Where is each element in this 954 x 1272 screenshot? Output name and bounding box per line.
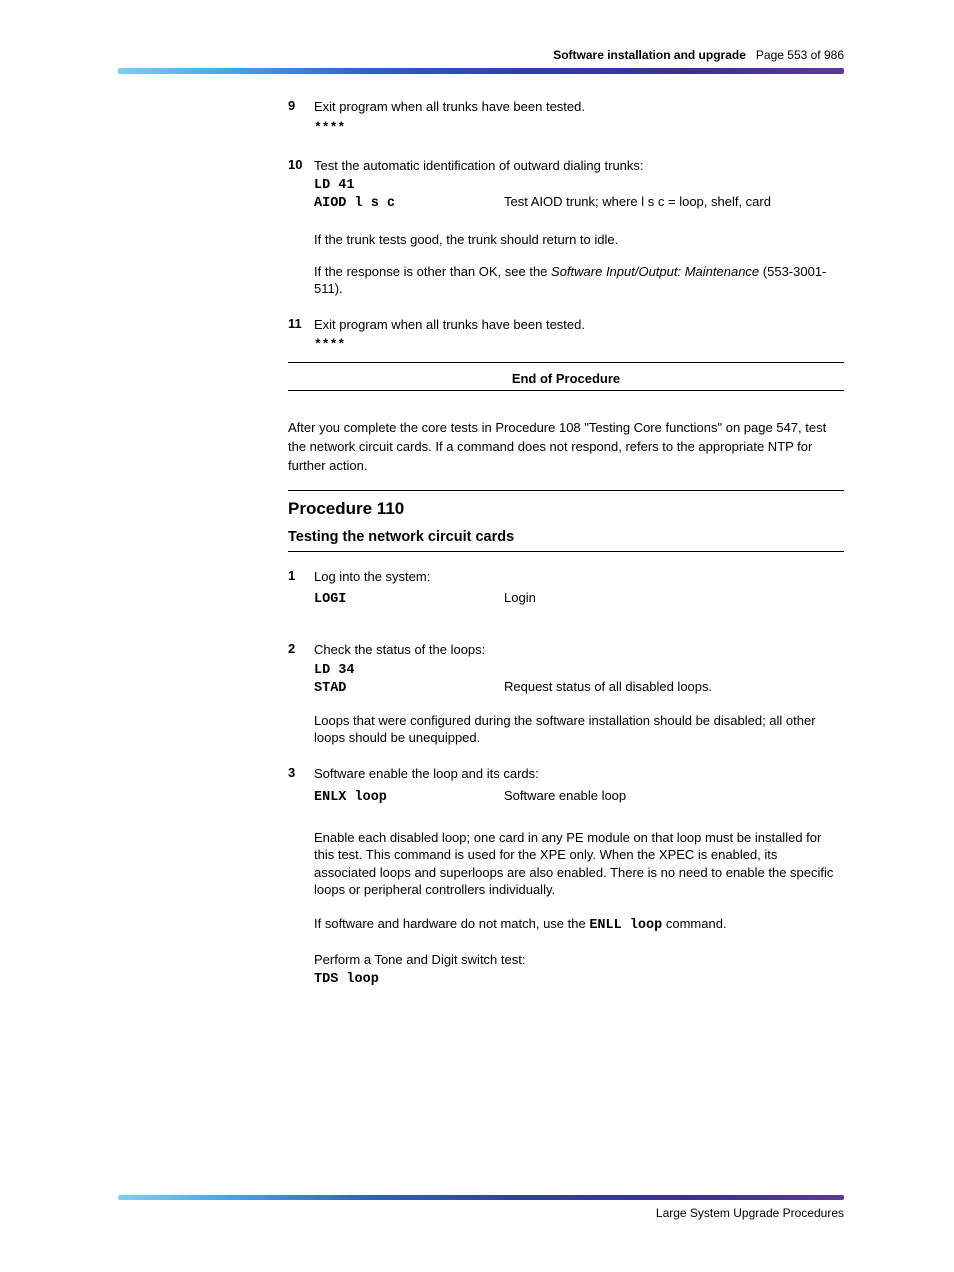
s1-desc: Login (504, 589, 840, 607)
running-header: Software installation and upgrade Page 5… (118, 48, 844, 62)
s3-num: 3 (288, 765, 295, 780)
step10-cmd2: AIOD l s c (314, 196, 504, 211)
divider-1 (288, 362, 844, 363)
s2-text: Check the status of the loops: (314, 639, 844, 661)
step10-desc: Test AIOD trunk; where l s c = loop, she… (504, 193, 840, 211)
page-footer: Large System Upgrade Procedures (118, 1195, 844, 1220)
s3-para3: Perform a Tone and Digit switch test: (314, 952, 525, 967)
s1-num: 1 (288, 568, 295, 583)
section-intro-para: After you complete the core tests in Pro… (288, 419, 844, 476)
header-title: Software installation and upgrade (553, 48, 746, 62)
s1-text: Log into the system: (314, 566, 844, 588)
step10-intro: Test the automatic identification of out… (314, 155, 844, 177)
step10-cmd1: LD 41 (314, 178, 504, 193)
s3-desc: Software enable loop (504, 787, 840, 805)
divider-3 (288, 490, 844, 491)
header-page: Page 553 of 986 (756, 48, 844, 62)
net-step-2: 2 Check the status of the loops: LD 34 S… (288, 639, 844, 749)
end-of-procedure: End of Procedure (288, 371, 844, 386)
divider-4 (288, 551, 844, 552)
step9-num: 9 (288, 98, 295, 113)
step11-text: Exit program when all trunks have been t… (314, 314, 844, 336)
s3-enll: ENLL loop (589, 918, 662, 933)
step10-good: If the trunk tests good, the trunk shoul… (314, 213, 844, 251)
s3-text: Software enable the loop and its cards: (314, 763, 844, 785)
step9-text: Exit program when all trunks have been t… (314, 96, 844, 118)
step-11: 11 Exit program when all trunks have bee… (288, 314, 844, 355)
s3-para2a: If software and hardware do not match, u… (314, 916, 589, 931)
s3-cmd: ENLX loop (314, 790, 504, 805)
step-9: 9 Exit program when all trunks have been… (288, 96, 844, 137)
net-step-3: 3 Software enable the loop and its cards… (288, 763, 844, 991)
s2-desc: Request status of all disabled loops. (504, 678, 840, 696)
divider-2 (288, 390, 844, 391)
procedure-subheading: Testing the network circuit cards (288, 529, 844, 545)
step11-cmd: **** (314, 335, 844, 354)
step10-num: 10 (288, 157, 302, 172)
main-content: 9 Exit program when all trunks have been… (288, 74, 844, 991)
procedure-heading: Procedure 110 (288, 499, 844, 519)
s3-tds: TDS loop (314, 972, 379, 987)
footer-gradient-bar (118, 1195, 844, 1200)
step-10: 10 Test the automatic identification of … (288, 155, 844, 300)
s2-note: Loops that were configured during the so… (314, 698, 844, 749)
net-step-1: 1 Log into the system: LOGI Login (288, 566, 844, 632)
s3-para: Enable each disabled loop; one card in a… (314, 827, 844, 901)
step9-cmd: **** (314, 118, 844, 137)
step11-num: 11 (288, 316, 302, 331)
footer-text: Large System Upgrade Procedures (118, 1206, 844, 1220)
s2-cmd1: LD 34 (314, 663, 504, 678)
s2-num: 2 (288, 641, 295, 656)
step10-bad: If the response is other than OK, see th… (314, 264, 826, 297)
s1-cmd: LOGI (314, 592, 504, 607)
s3-para2b: command. (662, 916, 726, 931)
s2-cmd2: STAD (314, 681, 504, 696)
